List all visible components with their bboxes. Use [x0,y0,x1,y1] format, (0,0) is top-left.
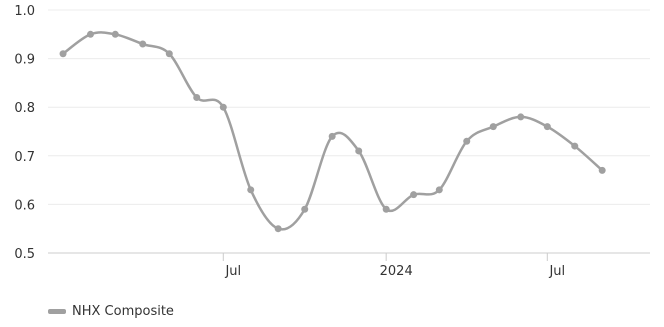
data-point [219,103,227,111]
series-line [61,31,604,231]
data-point [59,50,67,58]
data-point [517,113,525,121]
x-tick-label: 2024 [380,264,413,279]
data-point [111,30,119,38]
data-point [571,142,579,150]
data-point [489,123,497,131]
y-tick-label: 0.6 [14,198,35,213]
data-point [301,205,309,213]
data-point [598,166,606,174]
x-tick-label: Jul [548,264,565,279]
legend-label: NHX Composite [72,304,174,319]
y-tick-label: 0.7 [14,150,35,165]
data-point [435,186,443,194]
data-point [274,225,282,233]
data-point [463,137,471,145]
y-tick-label: 1.0 [14,4,35,19]
y-tick-label: 0.9 [14,53,35,68]
data-point [543,123,551,131]
legend-swatch [48,309,66,314]
data-point [410,191,418,199]
y-tick-label: 0.8 [14,101,35,116]
data-point [86,30,94,38]
x-tick-label: Jul [224,264,241,279]
data-point [193,93,201,101]
data-point [165,50,173,58]
data-point [355,147,363,155]
y-tick-label: 0.5 [14,247,35,262]
data-point [139,40,147,48]
data-point [247,186,255,194]
legend[interactable]: NHX Composite [48,304,174,319]
data-point [382,205,390,213]
data-point [328,132,336,140]
